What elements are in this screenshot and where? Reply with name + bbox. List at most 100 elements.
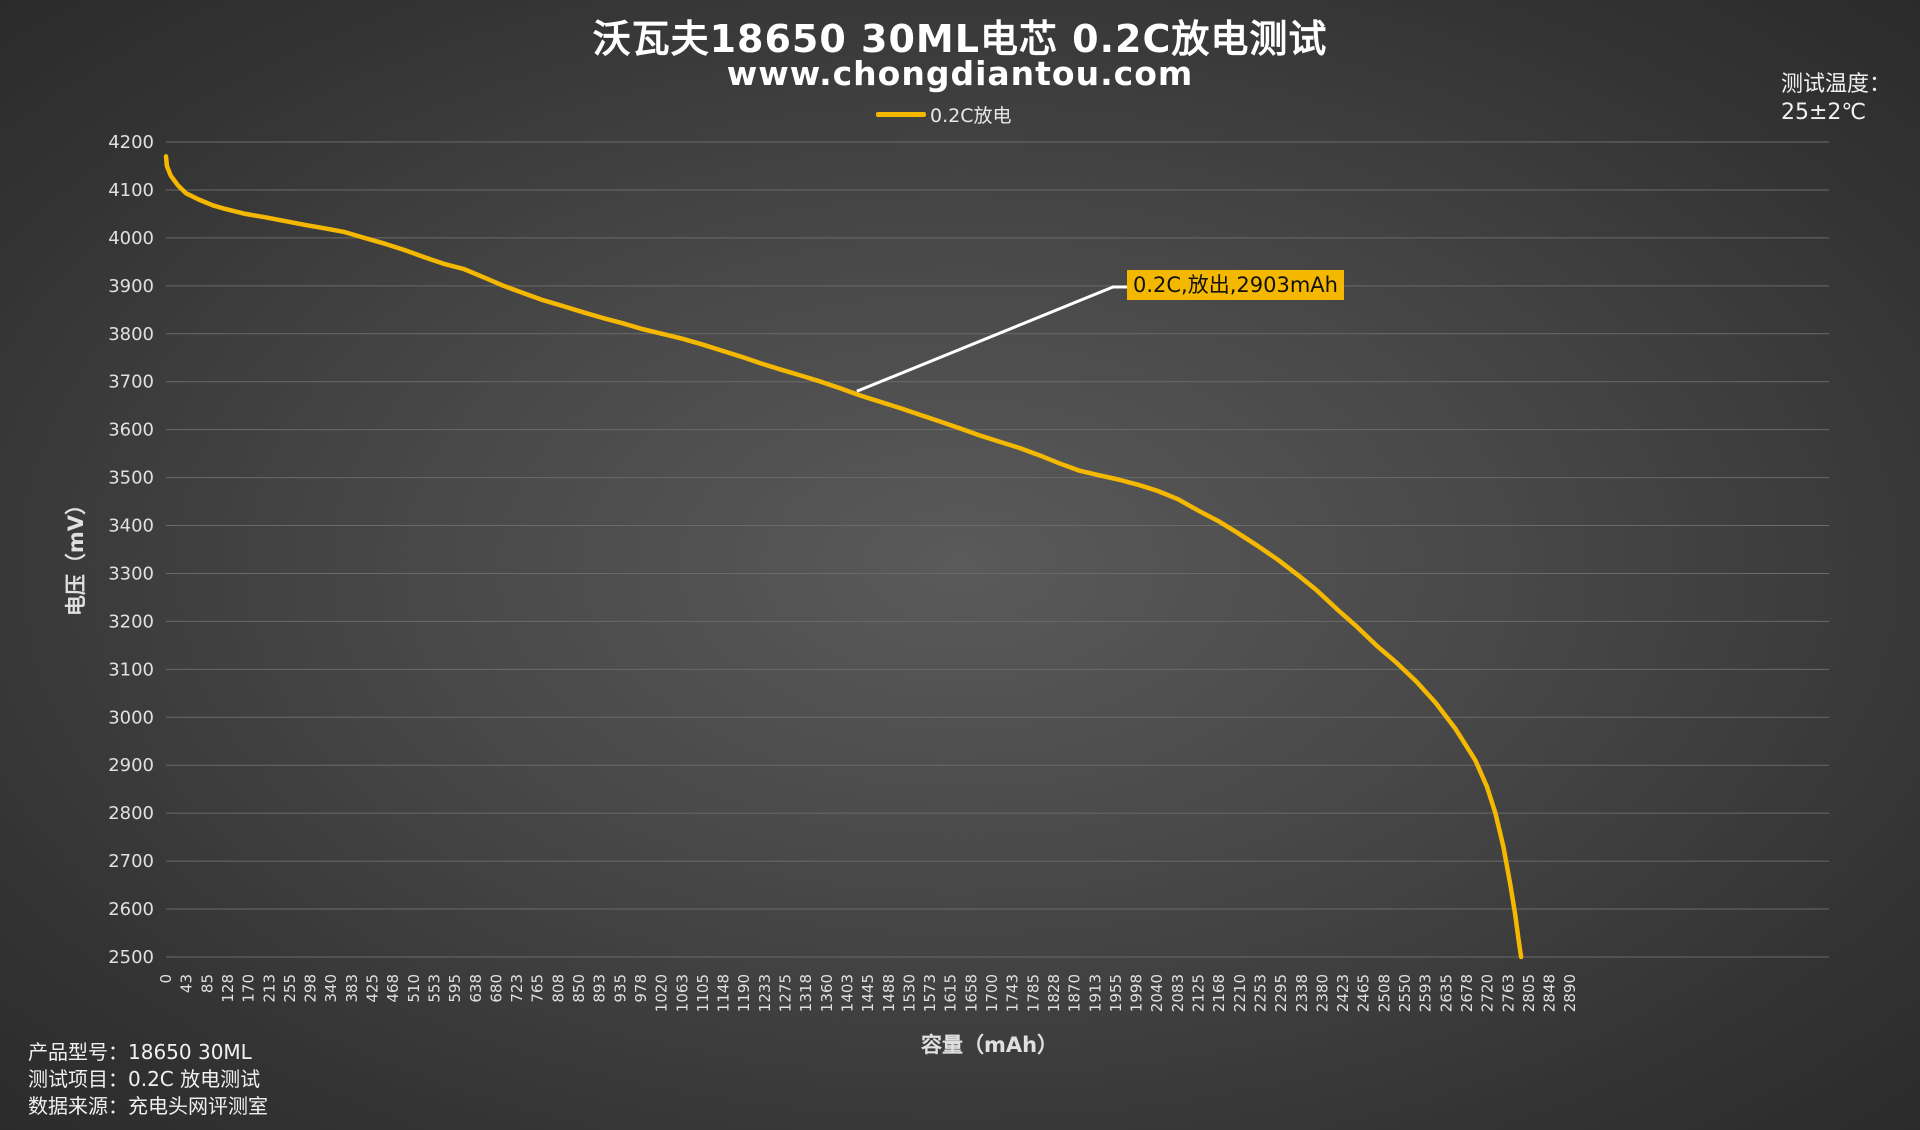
x-tick-label: 1700 [983, 974, 1001, 1012]
y-tick-label: 3100 [108, 659, 154, 680]
x-tick-label: 425 [364, 974, 382, 1003]
y-tick-labels: 2500 2600 2700 2800 2900 3000 3100 3200 3300 3400… [108, 132, 154, 968]
x-tick-label: 468 [384, 974, 402, 1003]
x-tick-label: 1275 [777, 974, 795, 1012]
y-tick-label: 3400 [108, 516, 154, 537]
x-tick-label: 553 [425, 974, 443, 1003]
annotation-callout: 0.2C,放出,2903mAh [1127, 270, 1344, 300]
x-tick-label: 1785 [1024, 974, 1042, 1012]
x-tick-label: 2253 [1251, 974, 1269, 1012]
x-tick-label: 1360 [818, 974, 836, 1012]
x-tick-label: 85 [198, 974, 216, 993]
y-tick-label: 4100 [108, 180, 154, 201]
x-tick-label: 1148 [715, 974, 733, 1012]
x-tick-label: 340 [322, 974, 340, 1003]
legend-line-icon [876, 112, 926, 117]
temperature-label: 测试温度： [1781, 72, 1892, 97]
legend: 0.2C放电 [876, 101, 1011, 128]
x-tick-label: 2805 [1520, 974, 1538, 1012]
x-tick-label: 2890 [1561, 974, 1579, 1012]
x-tick-label: 723 [508, 974, 526, 1003]
x-tick-label: 2848 [1541, 974, 1559, 1012]
x-tick-label: 2083 [1169, 974, 1187, 1012]
x-tick-label: 43 [178, 974, 196, 993]
x-tick-label: 2295 [1272, 974, 1290, 1012]
chart-title: 沃瓦夫18650 30ML电芯 0.2C放电测试 [592, 17, 1328, 61]
temperature-value: 25±2℃ [1781, 100, 1867, 125]
x-tick-labels: 0 43 85 128 170 213 255 298 340 383 425 468 510 553 59… [157, 974, 1579, 1012]
y-tick-label: 3000 [108, 707, 154, 728]
x-tick-label: 1105 [694, 974, 712, 1012]
x-tick-label: 1870 [1066, 974, 1084, 1012]
x-tick-label: 1233 [756, 974, 774, 1012]
x-tick-label: 2678 [1458, 974, 1476, 1012]
y-tick-label: 3800 [108, 324, 154, 345]
x-tick-label: 978 [632, 974, 650, 1003]
y-tick-label: 3700 [108, 372, 154, 393]
x-tick-label: 1020 [653, 974, 671, 1012]
x-tick-label: 595 [446, 974, 464, 1003]
x-tick-label: 2210 [1231, 974, 1249, 1012]
x-tick-label: 1743 [1004, 974, 1022, 1012]
y-tick-label: 2500 [108, 947, 154, 968]
x-tick-label: 2380 [1313, 974, 1331, 1012]
x-tick-label: 1658 [962, 974, 980, 1012]
x-tick-label: 0 [157, 974, 175, 984]
x-tick-label: 510 [405, 974, 423, 1003]
y-tick-label: 2600 [108, 899, 154, 920]
x-tick-label: 1318 [797, 974, 815, 1012]
x-tick-label: 2635 [1437, 974, 1455, 1012]
x-tick-label: 808 [549, 974, 567, 1003]
y-tick-label: 3600 [108, 420, 154, 441]
x-tick-label: 2720 [1479, 974, 1497, 1012]
x-tick-label: 2763 [1499, 974, 1517, 1012]
x-tick-label: 1445 [859, 974, 877, 1012]
legend-label: 0.2C放电 [930, 105, 1012, 127]
x-tick-label: 2168 [1210, 974, 1228, 1012]
x-tick-label: 2423 [1334, 974, 1352, 1012]
chart-subtitle: www.chongdiantou.com [726, 54, 1194, 93]
y-tick-label: 3900 [108, 276, 154, 297]
x-tick-label: 128 [219, 974, 237, 1003]
x-tick-label: 893 [591, 974, 609, 1003]
x-tick-label: 638 [467, 974, 485, 1003]
y-tick-label: 3300 [108, 563, 154, 584]
x-tick-label: 1615 [942, 974, 960, 1012]
x-tick-label: 850 [570, 974, 588, 1003]
y-tick-label: 4200 [108, 132, 154, 153]
product-model-info: 产品型号：18650 30ML [28, 1040, 252, 1064]
test-item-info: 测试项目：0.2C 放电测试 [28, 1067, 261, 1091]
x-tick-label: 1530 [900, 974, 918, 1012]
y-tick-label: 2900 [108, 755, 154, 776]
x-tick-label: 255 [281, 974, 299, 1003]
x-tick-label: 1955 [1107, 974, 1125, 1012]
x-tick-label: 765 [529, 974, 547, 1003]
x-tick-label: 935 [611, 974, 629, 1003]
series-layer [163, 154, 1524, 960]
x-tick-label: 1998 [1128, 974, 1146, 1012]
y-axis-label: 电压（mV） [64, 493, 88, 617]
annotation-leader-line [856, 285, 1127, 393]
x-tick-label: 2550 [1396, 974, 1414, 1012]
x-tick-label: 2125 [1190, 974, 1208, 1012]
x-tick-label: 213 [260, 974, 278, 1003]
series-line [163, 154, 1524, 960]
x-tick-label: 1190 [735, 974, 753, 1012]
x-tick-label: 2338 [1293, 974, 1311, 1012]
x-tick-label: 1573 [921, 974, 939, 1012]
x-tick-label: 2508 [1375, 974, 1393, 1012]
x-tick-label: 680 [487, 974, 505, 1003]
x-tick-label: 1828 [1045, 974, 1063, 1012]
y-tick-label: 3200 [108, 611, 154, 632]
x-tick-label: 2593 [1417, 974, 1435, 1012]
x-tick-label: 298 [302, 974, 320, 1003]
x-axis-label: 容量（mAh） [920, 1033, 1059, 1057]
data-source-info: 数据来源：充电头网评测室 [28, 1094, 268, 1118]
y-tick-label: 3500 [108, 468, 154, 489]
x-tick-label: 2040 [1148, 974, 1166, 1012]
x-tick-label: 1488 [880, 974, 898, 1012]
x-tick-label: 1063 [673, 974, 691, 1012]
x-tick-label: 1913 [1086, 974, 1104, 1012]
x-tick-label: 2465 [1355, 974, 1373, 1012]
